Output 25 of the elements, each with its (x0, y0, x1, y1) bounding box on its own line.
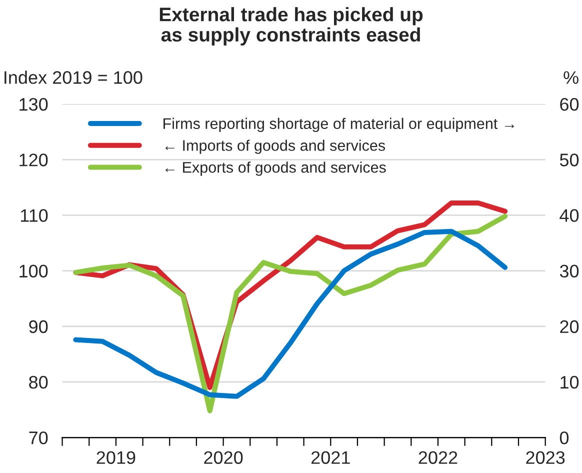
y2-tick-label: 30 (560, 264, 579, 278)
x-tick-label: 2021 (311, 451, 350, 464)
y-tick-label: 120 (20, 154, 48, 166)
x-tick-label: 2023 (526, 451, 565, 464)
x-tick-label: 2019 (96, 451, 136, 464)
y2-tick-label: 20 (560, 320, 579, 334)
y2-tick-label: 40 (560, 209, 579, 222)
x-tick-label: 2022 (418, 451, 458, 464)
y-tick-label: 80 (29, 376, 48, 389)
y-tick-label: 90 (29, 320, 48, 334)
y-tick-label: 130 (20, 98, 48, 111)
y2-tick-label: 10 (560, 376, 579, 389)
legend-label: Firms reporting shortage of material or equipment → (164, 118, 514, 132)
y2-tick-label: 60 (560, 98, 579, 111)
y2-axis-title: % (564, 71, 578, 84)
y-tick-label: 110 (20, 209, 48, 222)
y-axis-title: Index 2019 = 100 (4, 70, 142, 84)
legend-label: ← Imports of goods and services (165, 140, 386, 154)
y2-tick-label: 0 (560, 431, 569, 444)
x-tick-label: 2020 (204, 451, 243, 464)
legend-label: ← Exports of goods and services (165, 162, 386, 176)
y-tick-label: 100 (20, 264, 48, 278)
y2-tick-label: 50 (560, 154, 579, 166)
y-tick-label: 70 (29, 431, 48, 444)
chart-title: External trade has picked up as supply constraints eased (160, 7, 423, 46)
